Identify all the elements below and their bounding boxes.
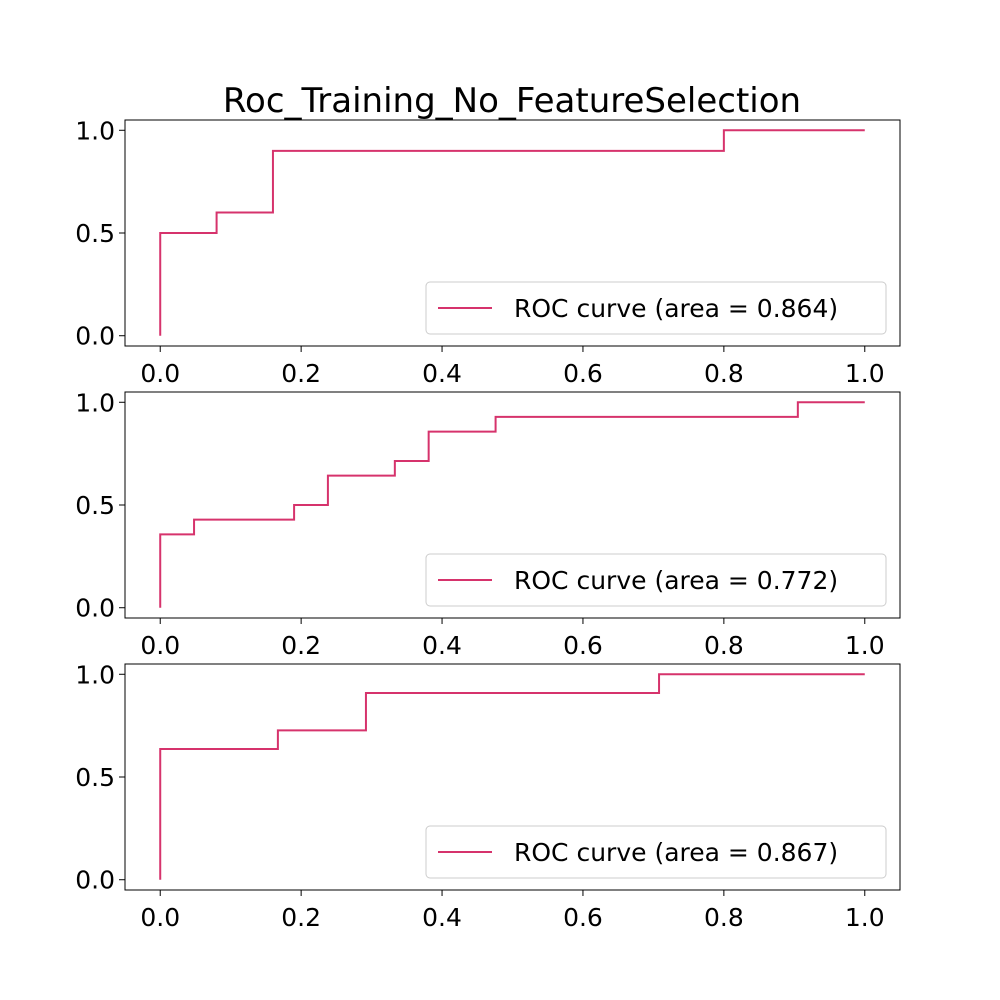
y-tick-label: 0.0 — [75, 594, 115, 623]
x-tick-label: 0.4 — [422, 631, 462, 660]
x-tick-label: 0.2 — [281, 359, 321, 388]
x-tick-label: 0.0 — [140, 359, 180, 388]
legend-box — [425, 553, 887, 607]
y-tick-label: 0.0 — [75, 866, 115, 895]
roc-curve-line — [159, 129, 865, 336]
x-tick-label: 1.0 — [845, 903, 885, 932]
x-tick-label: 0.0 — [140, 631, 180, 660]
y-tick-label: 1.0 — [75, 388, 115, 417]
legend-box — [425, 825, 887, 879]
legend-label: ROC curve (area = 0.772) — [514, 566, 838, 595]
x-tick-label: 0.8 — [704, 631, 744, 660]
x-tick-label: 0.2 — [281, 903, 321, 932]
y-tick-label: 0.5 — [75, 491, 115, 520]
x-tick-label: 1.0 — [845, 359, 885, 388]
roc-curve-line — [159, 401, 865, 608]
y-tick-label: 1.0 — [75, 660, 115, 689]
figure-title: Roc_Training_No_FeatureSelection — [223, 81, 801, 121]
x-tick-label: 0.8 — [704, 359, 744, 388]
x-tick-label: 0.0 — [140, 903, 180, 932]
roc-panel-3: 0.0 0.2 0.4 0.6 0.8 1.0 0.0 0.5 1.0 ROC curve (ar… — [75, 660, 901, 932]
x-tick-label: 0.8 — [704, 903, 744, 932]
y-tick-label: 0.5 — [75, 763, 115, 792]
x-tick-label: 0.6 — [563, 631, 603, 660]
x-tick-label: 0.2 — [281, 631, 321, 660]
legend-label: ROC curve (area = 0.864) — [514, 294, 838, 323]
x-tick-label: 0.4 — [422, 359, 462, 388]
x-tick-label: 0.4 — [422, 903, 462, 932]
x-tick-label: 1.0 — [845, 631, 885, 660]
x-tick-label: 0.6 — [563, 903, 603, 932]
y-tick-label: 0.0 — [75, 322, 115, 351]
legend-label: ROC curve (area = 0.867) — [514, 838, 838, 867]
roc-panel-1: 0.0 0.2 0.4 0.6 0.8 1.0 0.0 0.5 1.0 ROC curve (ar… — [75, 116, 901, 388]
legend-box — [425, 281, 887, 335]
y-tick-label: 0.5 — [75, 219, 115, 248]
roc-curve-line — [159, 673, 865, 880]
roc-panel-2: 0.0 0.2 0.4 0.6 0.8 1.0 0.0 0.5 1.0 ROC curve (ar… — [75, 388, 901, 660]
y-tick-label: 1.0 — [75, 116, 115, 145]
x-tick-label: 0.6 — [563, 359, 603, 388]
